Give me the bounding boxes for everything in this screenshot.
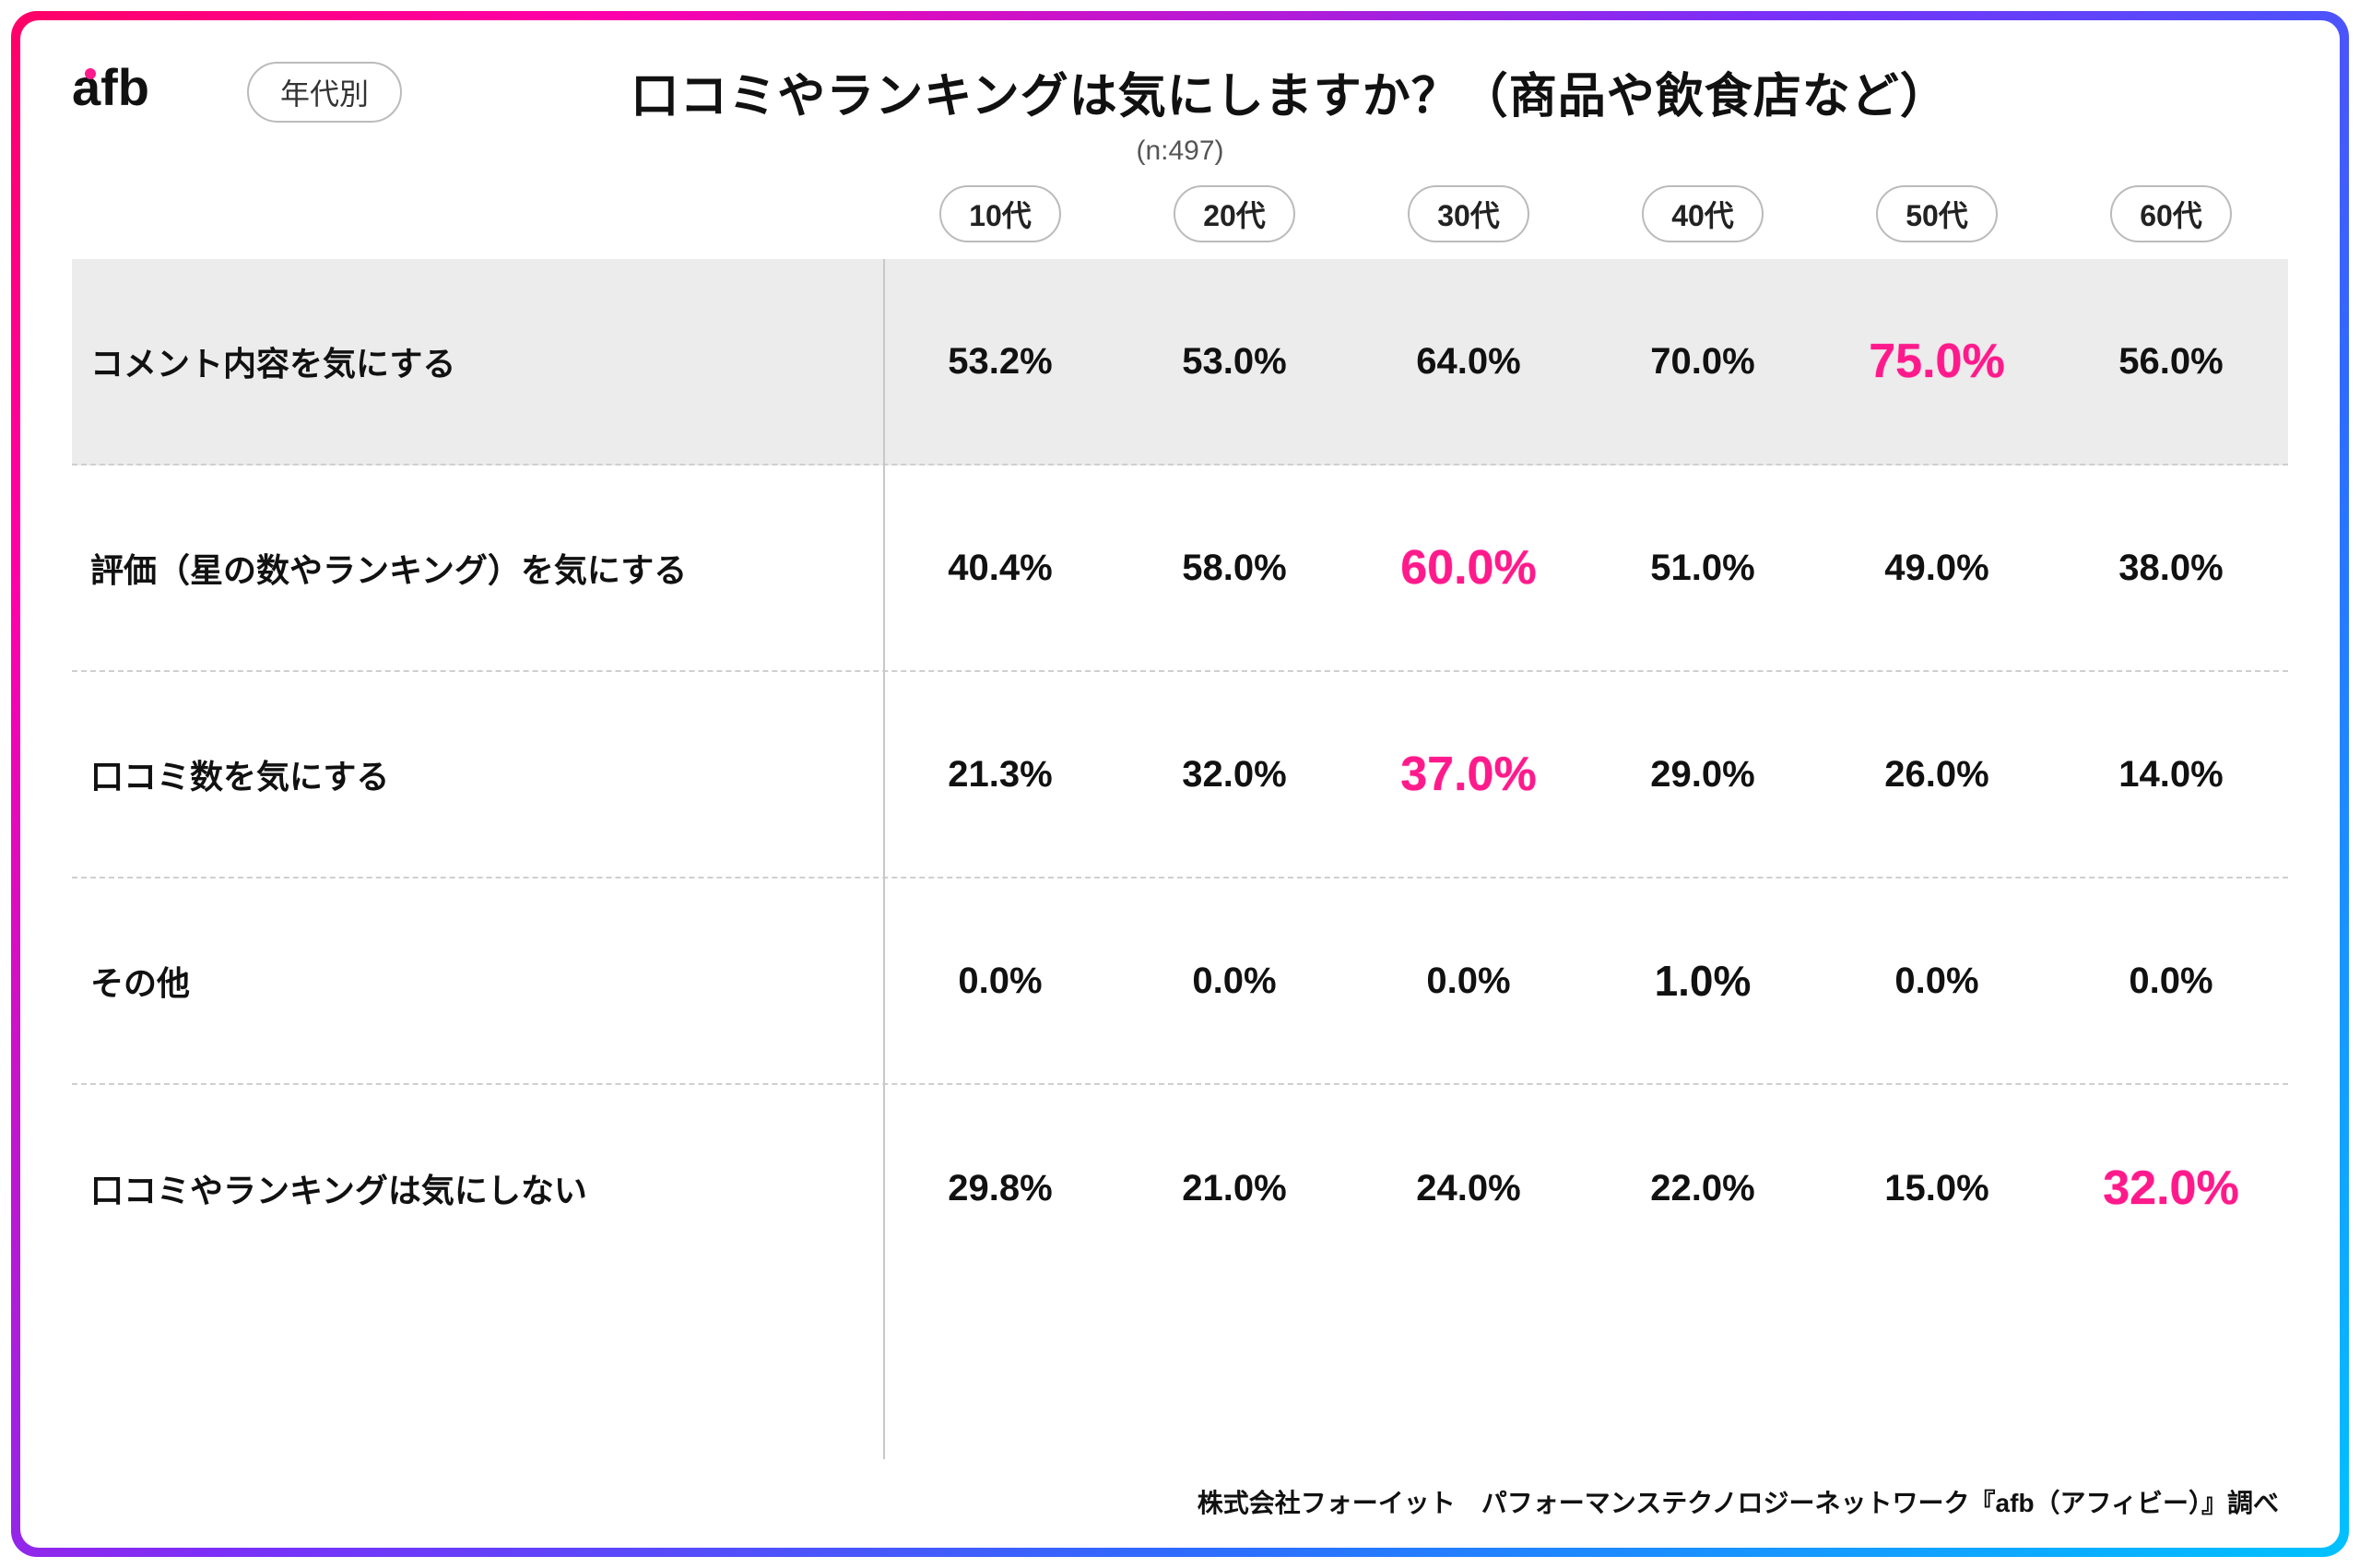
row-label: コメント内容を気にする [72,337,883,385]
data-cell: 64.0% [1351,341,1586,383]
data-cell: 75.0% [1820,334,2054,389]
table-row: 口コミやランキングは気にしない29.8%21.0%24.0%22.0%15.0%… [72,1085,2288,1291]
data-cell: 58.0% [1117,548,1351,589]
data-cell: 22.0% [1586,1168,1820,1209]
source-footnote: 株式会社フォーイット パフォーマンステクノロジーネットワーク『afb（アフィビー… [72,1483,2288,1520]
data-cell: 40.4% [883,548,1117,589]
col-header: 10代 [939,185,1061,242]
row-label: 口コミやランキングは気にしない [72,1164,883,1212]
content-panel: afb 年代別 口コミやランキングは気にしますか？（商品や飲食店など） (n:4… [20,20,2340,1548]
data-cell: 29.0% [1586,754,1820,796]
data-cell: 51.0% [1586,548,1820,589]
col-header: 50代 [1876,185,1998,242]
svg-text:afb: afb [72,58,149,116]
data-cell: 70.0% [1586,341,1820,383]
col-header: 60代 [2110,185,2232,242]
data-cell: 0.0% [1351,961,1586,1002]
data-cell: 0.0% [1117,961,1351,1002]
row-label: 評価（星の数やランキング）を気にする [72,544,883,592]
table-row: 評価（星の数やランキング）を気にする40.4%58.0%60.0%51.0%49… [72,466,2288,672]
data-cell: 21.0% [1117,1168,1351,1209]
data-cell: 60.0% [1351,540,1586,595]
vertical-divider [883,259,885,1459]
data-cell: 24.0% [1351,1168,1586,1209]
data-cell: 21.3% [883,754,1117,796]
col-header: 40代 [1642,185,1764,242]
data-cell: 49.0% [1820,548,2054,589]
row-label: その他 [72,957,883,1005]
col-header: 20代 [1174,185,1295,242]
table-body: コメント内容を気にする53.2%53.0%64.0%70.0%75.0%56.0… [72,259,2288,1459]
data-cell: 26.0% [1820,754,2054,796]
data-cell: 14.0% [2054,754,2288,796]
row-label: 口コミ数を気にする [72,750,883,798]
gradient-frame: afb 年代別 口コミやランキングは気にしますか？（商品や飲食店など） (n:4… [11,11,2349,1557]
data-cell: 53.0% [1117,341,1351,383]
header: afb 年代別 口コミやランキングは気にしますか？（商品や飲食店など） [72,57,2288,126]
data-cell: 15.0% [1820,1168,2054,1209]
column-headers: 10代 20代 30代 40代 50代 60代 [72,185,2288,242]
afb-logo: afb [72,57,210,126]
table-row: 口コミ数を気にする21.3%32.0%37.0%29.0%26.0%14.0% [72,672,2288,878]
col-header: 30代 [1408,185,1529,242]
data-cell: 1.0% [1586,956,1820,1006]
data-cell: 56.0% [2054,341,2288,383]
data-cell: 29.8% [883,1168,1117,1209]
table-row: その他0.0%0.0%0.0%1.0%0.0%0.0% [72,878,2288,1085]
data-cell: 32.0% [2054,1161,2288,1216]
sample-size: (n:497) [72,136,2288,167]
data-cell: 38.0% [2054,548,2288,589]
data-cell: 0.0% [2054,961,2288,1002]
data-cell: 53.2% [883,341,1117,383]
data-cell: 0.0% [1820,961,2054,1002]
data-cell: 0.0% [883,961,1117,1002]
table-row: コメント内容を気にする53.2%53.0%64.0%70.0%75.0%56.0… [72,259,2288,466]
data-cell: 37.0% [1351,747,1586,802]
data-cell: 32.0% [1117,754,1351,796]
chart-title: 口コミやランキングは気にしますか？（商品や飲食店など） [291,57,2288,126]
